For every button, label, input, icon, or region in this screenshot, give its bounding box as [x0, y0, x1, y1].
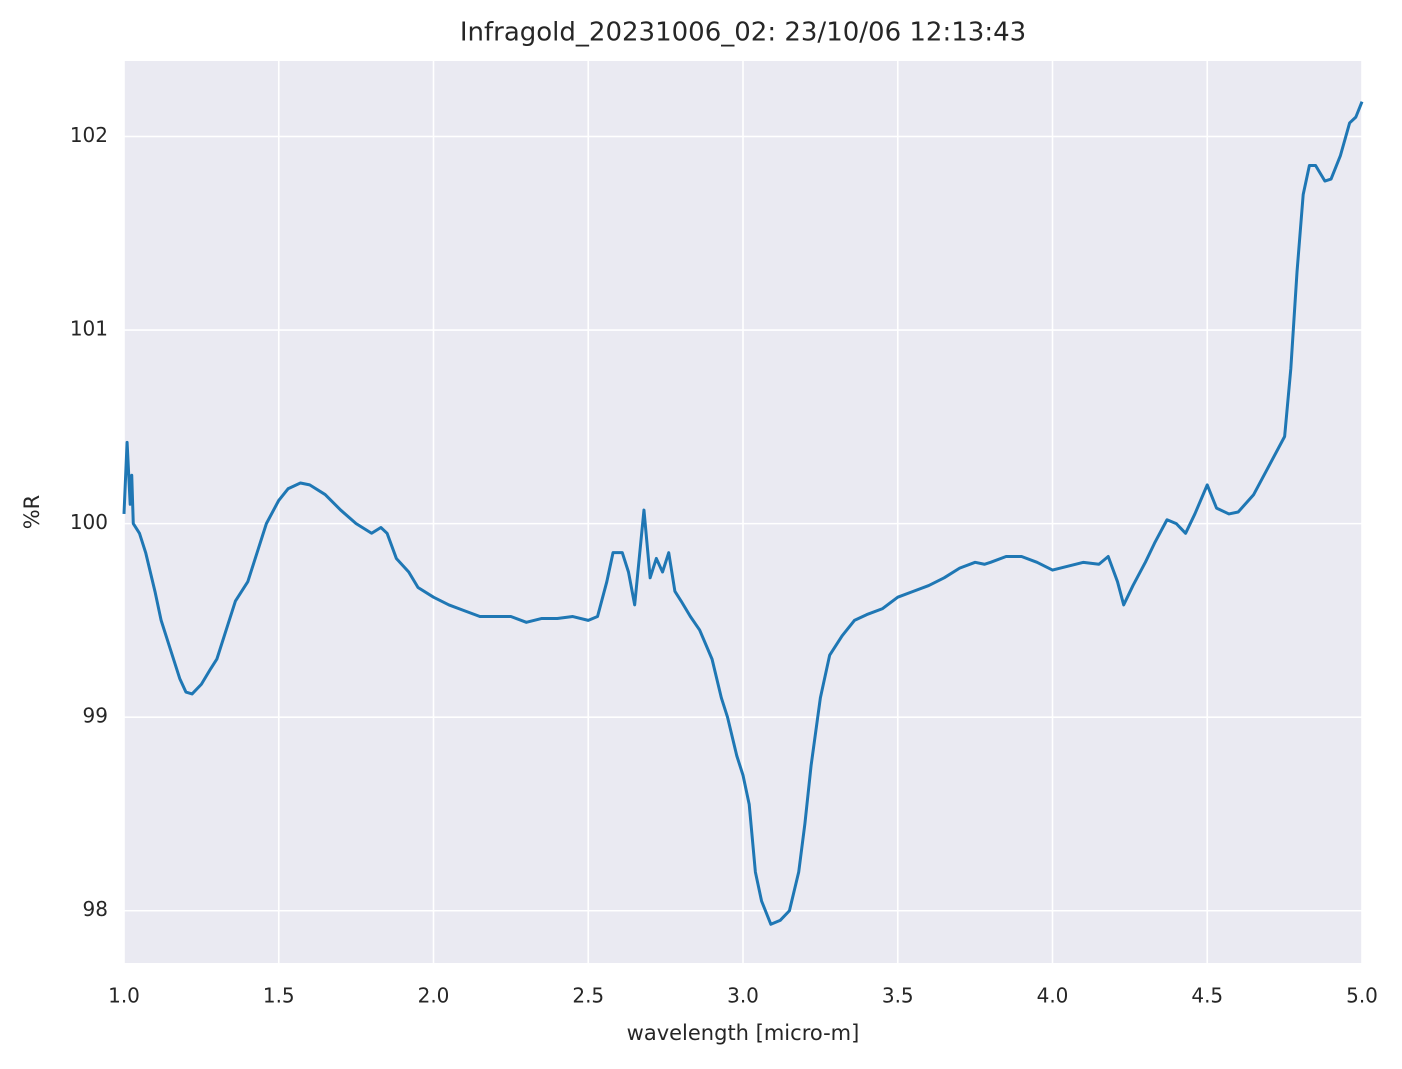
y-tick-label: 98: [83, 897, 108, 921]
x-tick-label: 4.5: [1191, 984, 1223, 1008]
y-tick-label: 101: [70, 317, 108, 341]
x-tick-label: 5.0: [1346, 984, 1378, 1008]
x-tick-label: 2.0: [418, 984, 450, 1008]
y-tick-label: 100: [70, 510, 108, 534]
x-tick-label: 1.0: [108, 984, 140, 1008]
data-line: [122, 101, 1364, 926]
x-tick-label: 4.0: [1037, 984, 1069, 1008]
x-tick-label: 3.5: [882, 984, 914, 1008]
x-tick-label: 1.5: [263, 984, 295, 1008]
x-tick-label: 2.5: [572, 984, 604, 1008]
chart-title: Infragold_20231006_02: 23/10/06 12:13:43: [460, 18, 1026, 48]
x-axis-label: wavelength [micro-m]: [627, 1021, 860, 1045]
y-axis-label: %R: [20, 495, 44, 530]
y-tick-label: 102: [70, 123, 108, 147]
y-tick-label: 99: [83, 704, 108, 728]
x-tick-label: 3.0: [727, 984, 759, 1008]
